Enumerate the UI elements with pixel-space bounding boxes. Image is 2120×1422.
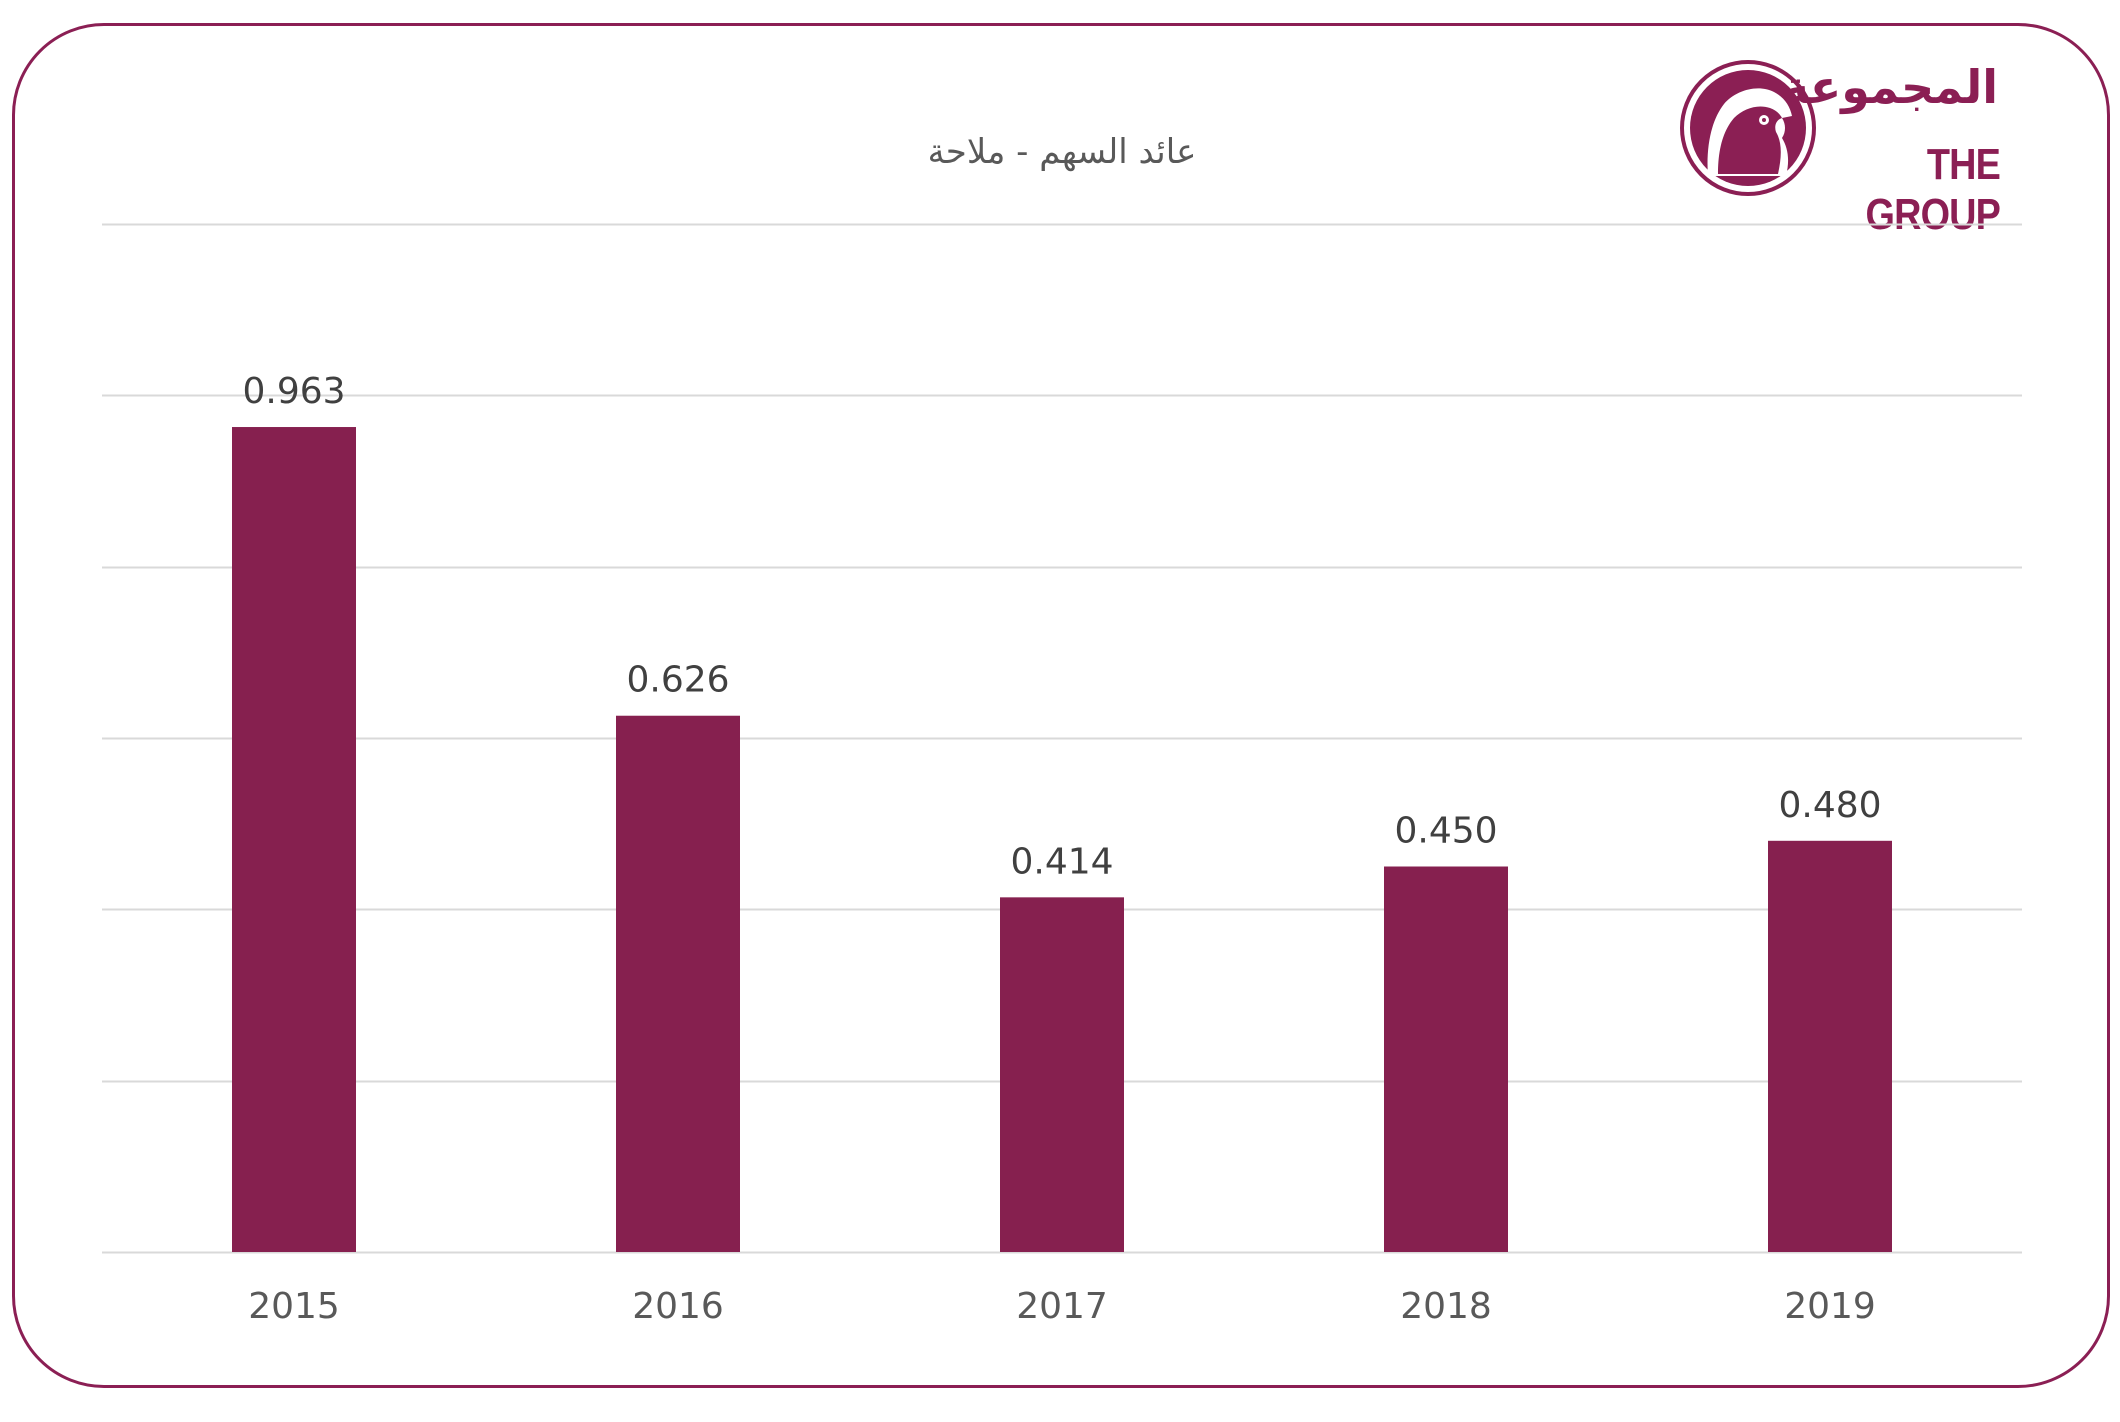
x-tick-label-2019: 2019 [1784, 1286, 1876, 1327]
x-tick-label-2016: 2016 [632, 1286, 724, 1327]
data-label-2018: 0.450 [1394, 811, 1497, 852]
bar-2018 [1384, 866, 1508, 1252]
data-label-2016: 0.626 [626, 660, 729, 701]
chart-title: عائد السهم - ملاحة [927, 132, 1197, 172]
x-tick-label-2018: 2018 [1400, 1286, 1492, 1327]
x-tick-label-2015: 2015 [248, 1286, 340, 1327]
data-label-2019: 0.480 [1778, 785, 1881, 826]
bar-2015 [232, 427, 356, 1252]
x-tick-label-2017: 2017 [1016, 1286, 1108, 1327]
bar-2017 [1000, 897, 1124, 1252]
chart-frame [12, 23, 2110, 1388]
data-label-2015: 0.963 [242, 371, 345, 412]
company-logo: المجموعة THE GROUP [1678, 58, 2038, 239]
bar-2019 [1768, 840, 1892, 1252]
logo-text-english: THE GROUP [1865, 140, 2001, 239]
logo-text-arabic: المجموعة [1781, 60, 1998, 114]
bar-2016 [616, 715, 740, 1252]
falcon-emblem-icon [1680, 60, 1816, 196]
data-label-2017: 0.414 [1010, 841, 1113, 882]
